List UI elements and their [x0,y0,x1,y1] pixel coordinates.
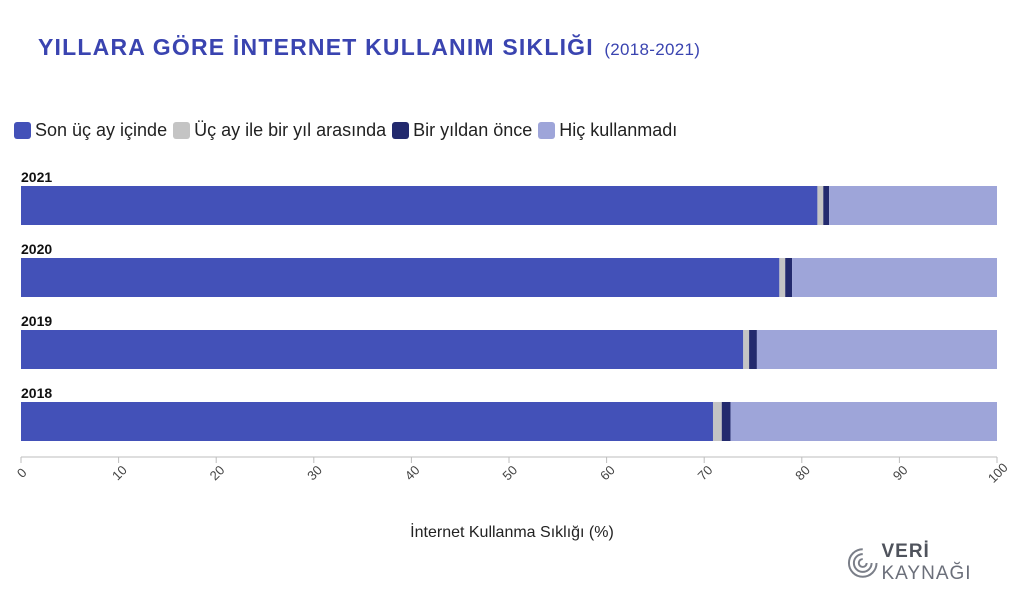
category-label: 2019 [21,313,52,329]
bar-segment [792,258,997,297]
x-tick-label: 100 [985,460,1011,486]
x-tick-label: 0 [14,465,30,481]
legend-swatch [538,122,556,139]
bar-segment [712,402,722,441]
logo-text: VERİ KAYNAĞI [881,541,1024,585]
bar-segment [21,330,744,369]
legend-item: Bir yıldan önce [392,120,532,141]
x-tick-label: 90 [890,462,911,483]
chart-title-main: YILLARA GÖRE İNTERNET KULLANIM SIKLIĞI [38,34,594,60]
bar-segment [749,330,757,369]
bar-segment [785,258,793,297]
bar-segment [743,330,750,369]
legend-swatch [14,122,31,139]
bar-segment [730,402,997,441]
legend-label: Hiç kullanmadı [559,120,678,140]
x-axis-label: İnternet Kullanma Sıklığı (%) [410,524,614,541]
logo-icon [847,548,878,578]
legend-item: Son üç ay içinde [14,120,167,141]
bar-segment [21,186,818,225]
logo-text-bold: VERİ [881,541,930,562]
chart-title-sub: (2018-2021) [604,40,701,59]
legend-item: Üç ay ile bir yıl arasında [173,120,386,141]
legend-label: Üç ay ile bir yıl arasında [194,120,387,140]
bar-segment [779,258,786,297]
logo-text-rest: KAYNAĞI [881,563,972,584]
bar-segment [756,330,997,369]
chart-title: YILLARA GÖRE İNTERNET KULLANIM SIKLIĞI (… [38,34,700,61]
x-tick-label: 70 [695,462,716,483]
category-label: 2020 [21,241,52,257]
x-tick-label: 40 [402,462,423,483]
x-tick-label: 80 [792,462,813,483]
legend-swatch [392,122,410,139]
bar-segment [829,186,997,225]
bar-segment [817,186,824,225]
category-label: 2018 [21,385,52,401]
legend-label: Son üç ay içinde [35,120,168,140]
chart-legend: Son üç ay içinde Üç ay ile bir yıl arasın… [14,120,683,141]
x-tick-label: 30 [304,462,325,483]
bar-segment [21,402,713,441]
veri-kaynagi-logo: VERİ KAYNAĞI [846,541,1024,585]
x-tick-label: 10 [109,462,130,483]
bar-segment [721,402,731,441]
legend-item: Hiç kullanmadı [538,120,677,141]
x-tick-label: 60 [597,462,618,483]
category-label: 2021 [21,169,52,185]
bar-segment [823,186,830,225]
x-tick-label: 50 [499,462,520,483]
legend-swatch [173,122,191,139]
bar-segment [21,258,780,297]
x-tick-label: 20 [207,462,228,483]
legend-label: Bir yıldan önce [413,120,533,140]
